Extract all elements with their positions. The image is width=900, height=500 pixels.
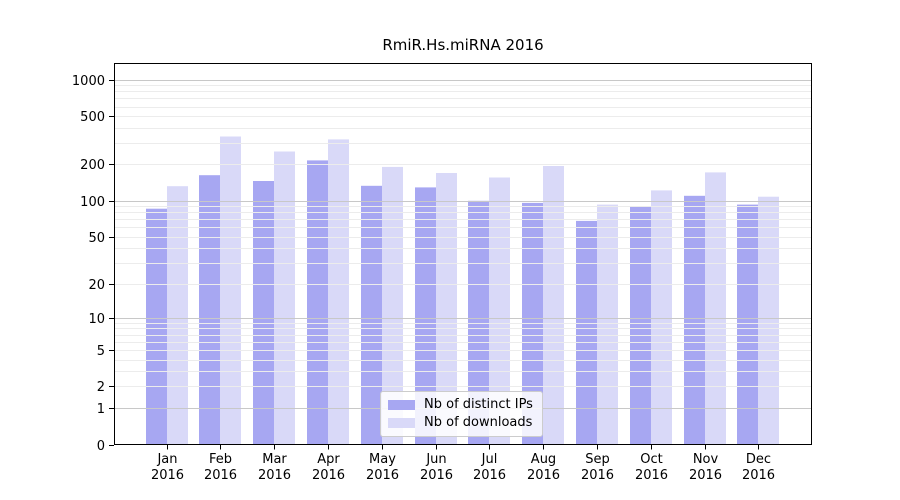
- legend-label-downloads: Nb of downloads: [424, 415, 533, 430]
- x-tick-label-year: 2016: [312, 468, 345, 483]
- y-axis: 0 1 2 5 10 20 50 100 200 500 1000: [72, 74, 114, 454]
- y-tick-label: 5: [97, 344, 105, 359]
- bar-distinct-ips-nov: [684, 195, 705, 445]
- x-tick-label-year: 2016: [635, 468, 668, 483]
- y-tick-label: 1000: [72, 74, 105, 89]
- x-tick-label-year: 2016: [420, 468, 453, 483]
- y-tick-label: 0: [97, 439, 105, 454]
- bar-downloads-jul: [489, 177, 510, 445]
- y-tick-label: 50: [88, 231, 105, 246]
- y-tick-label: 2: [97, 380, 105, 395]
- bar-downloads-jan: [167, 186, 188, 445]
- bar-downloads-mar: [274, 151, 295, 445]
- legend-item-downloads: Nb of downloads: [388, 416, 534, 430]
- y-tick-label: 200: [80, 158, 105, 173]
- x-tick-label-year: 2016: [366, 468, 399, 483]
- x-tick-label-month: Nov: [693, 452, 719, 467]
- x-tick-label-month: Sep: [585, 452, 610, 467]
- bar-distinct-ips-dec: [737, 204, 758, 445]
- x-tick-label-month: Oct: [640, 452, 662, 467]
- bar-distinct-ips-apr: [307, 160, 328, 445]
- y-tick-label: 20: [88, 278, 105, 293]
- x-tick-label-year: 2016: [258, 468, 291, 483]
- y-tick-label: 1: [97, 402, 105, 417]
- legend-swatch-downloads: [388, 418, 415, 428]
- legend-swatch-distinct-ips: [388, 400, 415, 410]
- x-tick-label-year: 2016: [689, 468, 722, 483]
- x-tick-label-year: 2016: [151, 468, 184, 483]
- bar-distinct-ips-jan: [146, 208, 167, 445]
- bar-downloads-aug: [543, 166, 564, 445]
- bar-distinct-ips-jun: [415, 187, 436, 445]
- bar-distinct-ips-oct: [630, 206, 651, 445]
- x-tick-label-month: Mar: [262, 452, 287, 467]
- x-tick-label-month: Jun: [425, 452, 446, 467]
- x-axis: Jan2016Feb2016Mar2016Apr2016May2016Jun20…: [151, 444, 775, 483]
- bar-downloads-apr: [328, 139, 349, 445]
- bar-downloads-dec: [758, 196, 779, 445]
- y-tick-label: 10: [88, 312, 105, 327]
- x-tick-label-month: Apr: [317, 452, 340, 467]
- y-grid: [114, 80, 812, 409]
- bar-downloads-nov: [705, 172, 726, 445]
- bar-downloads-feb: [220, 136, 241, 445]
- x-tick-label-month: Aug: [531, 452, 556, 467]
- x-tick-label-year: 2016: [581, 468, 614, 483]
- x-tick-label-year: 2016: [204, 468, 237, 483]
- x-tick-label-month: Dec: [746, 452, 771, 467]
- bar-downloads-sep: [597, 204, 618, 445]
- y-tick-label: 500: [80, 110, 105, 125]
- x-tick-label-month: May: [369, 452, 396, 467]
- bar-distinct-ips-sep: [576, 220, 597, 445]
- bar-distinct-ips-may: [361, 185, 382, 445]
- legend-label-distinct-ips: Nb of distinct IPs: [424, 397, 533, 412]
- chart-title: RmiR.Hs.miRNA 2016: [382, 36, 544, 54]
- y-tick-label: 100: [80, 195, 105, 210]
- x-tick-label-month: Feb: [209, 452, 232, 467]
- bar-downloads-jun: [436, 173, 457, 445]
- x-tick-label-month: Jan: [156, 452, 177, 467]
- legend: Nb of distinct IPs Nb of downloads: [380, 391, 543, 437]
- bar-distinct-ips-jul: [468, 200, 489, 445]
- x-tick-label-month: Jul: [481, 452, 498, 467]
- x-tick-label-year: 2016: [742, 468, 775, 483]
- x-tick-label-year: 2016: [473, 468, 506, 483]
- x-tick-label-year: 2016: [527, 468, 560, 483]
- bar-downloads-may: [382, 166, 403, 445]
- plot-border: [114, 63, 812, 445]
- bar-distinct-ips-mar: [253, 181, 274, 445]
- bar-downloads-oct: [651, 190, 672, 445]
- bar-distinct-ips-feb: [199, 175, 220, 445]
- legend-item-distinct-ips: Nb of distinct IPs: [388, 398, 534, 412]
